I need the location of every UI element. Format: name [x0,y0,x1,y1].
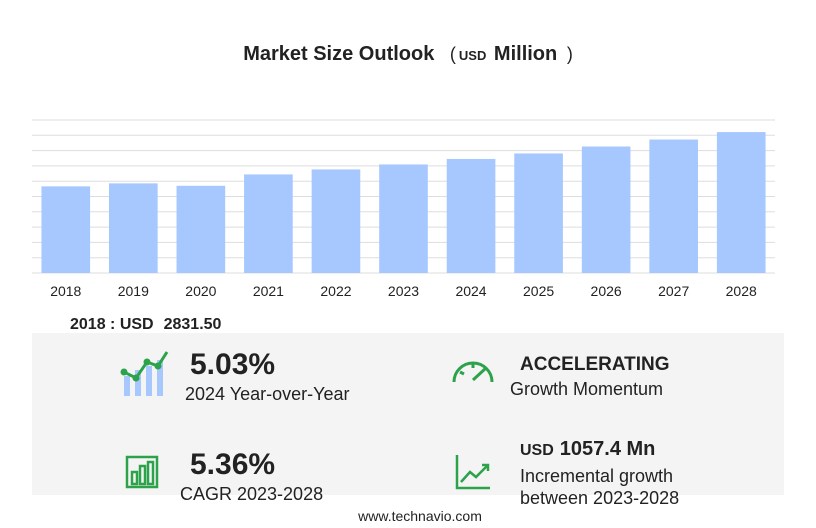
metric-value: USD 1057.4 Mn [520,438,655,460]
title-text: Market Size Outlook [243,43,435,65]
bar [311,169,361,273]
trend-icon [455,455,490,490]
metric-label: CAGR 2023-2028 [180,484,323,504]
metric-label: Incremental growth [520,466,673,486]
bar [379,164,428,273]
title-unit: Million [494,43,557,65]
x-tick-label: 2018 [50,283,81,299]
base-year-value: 2831.50 [164,316,222,333]
base-year-label: 2018 : USD [70,316,154,333]
bar [581,146,631,273]
metric-unit: USD [520,442,554,459]
metric-number: 1057.4 Mn [560,438,656,460]
gauge-icon [452,361,494,383]
metric-label: between 2023-2028 [520,488,679,508]
base-year: 2018 : USD 2831.50 [70,316,222,333]
x-tick-label: 2027 [658,283,689,299]
bar [176,185,226,273]
bar [649,139,698,273]
title-paren: ( [450,44,456,64]
metric-label: Growth Momentum [510,379,663,399]
x-tick-label: 2028 [726,283,757,299]
chart-title: Market Size Outlook (USD Million ) [243,43,573,65]
metric-value: ACCELERATING [520,354,670,375]
bar [109,183,158,273]
growth-icon [120,351,169,396]
x-tick-label: 2022 [320,283,351,299]
metric-value: 5.36% [190,448,275,481]
bar [716,132,766,273]
bar [244,174,293,273]
bar [514,153,563,273]
title-paren: ) [567,44,573,64]
title-currency: USD [459,48,486,63]
x-tick-label: 2019 [118,283,149,299]
x-tick-label: 2020 [185,283,216,299]
bar [446,158,496,273]
x-tick-label: 2023 [388,283,419,299]
metric-label: 2024 Year-over-Year [185,384,349,404]
plot: 2018 2019 2020 2021 2022 2023 2024 2025 2026 2027… [32,119,775,299]
x-tick-label: 2025 [523,283,554,299]
footer: www.technavio.com [357,508,482,524]
bars-icon [125,455,159,489]
x-tick-label: 2026 [591,283,622,299]
x-tick-label: 2021 [253,283,284,299]
x-tick-label: 2024 [455,283,486,299]
metric-value: 5.03% [190,348,275,381]
bar [41,186,91,273]
